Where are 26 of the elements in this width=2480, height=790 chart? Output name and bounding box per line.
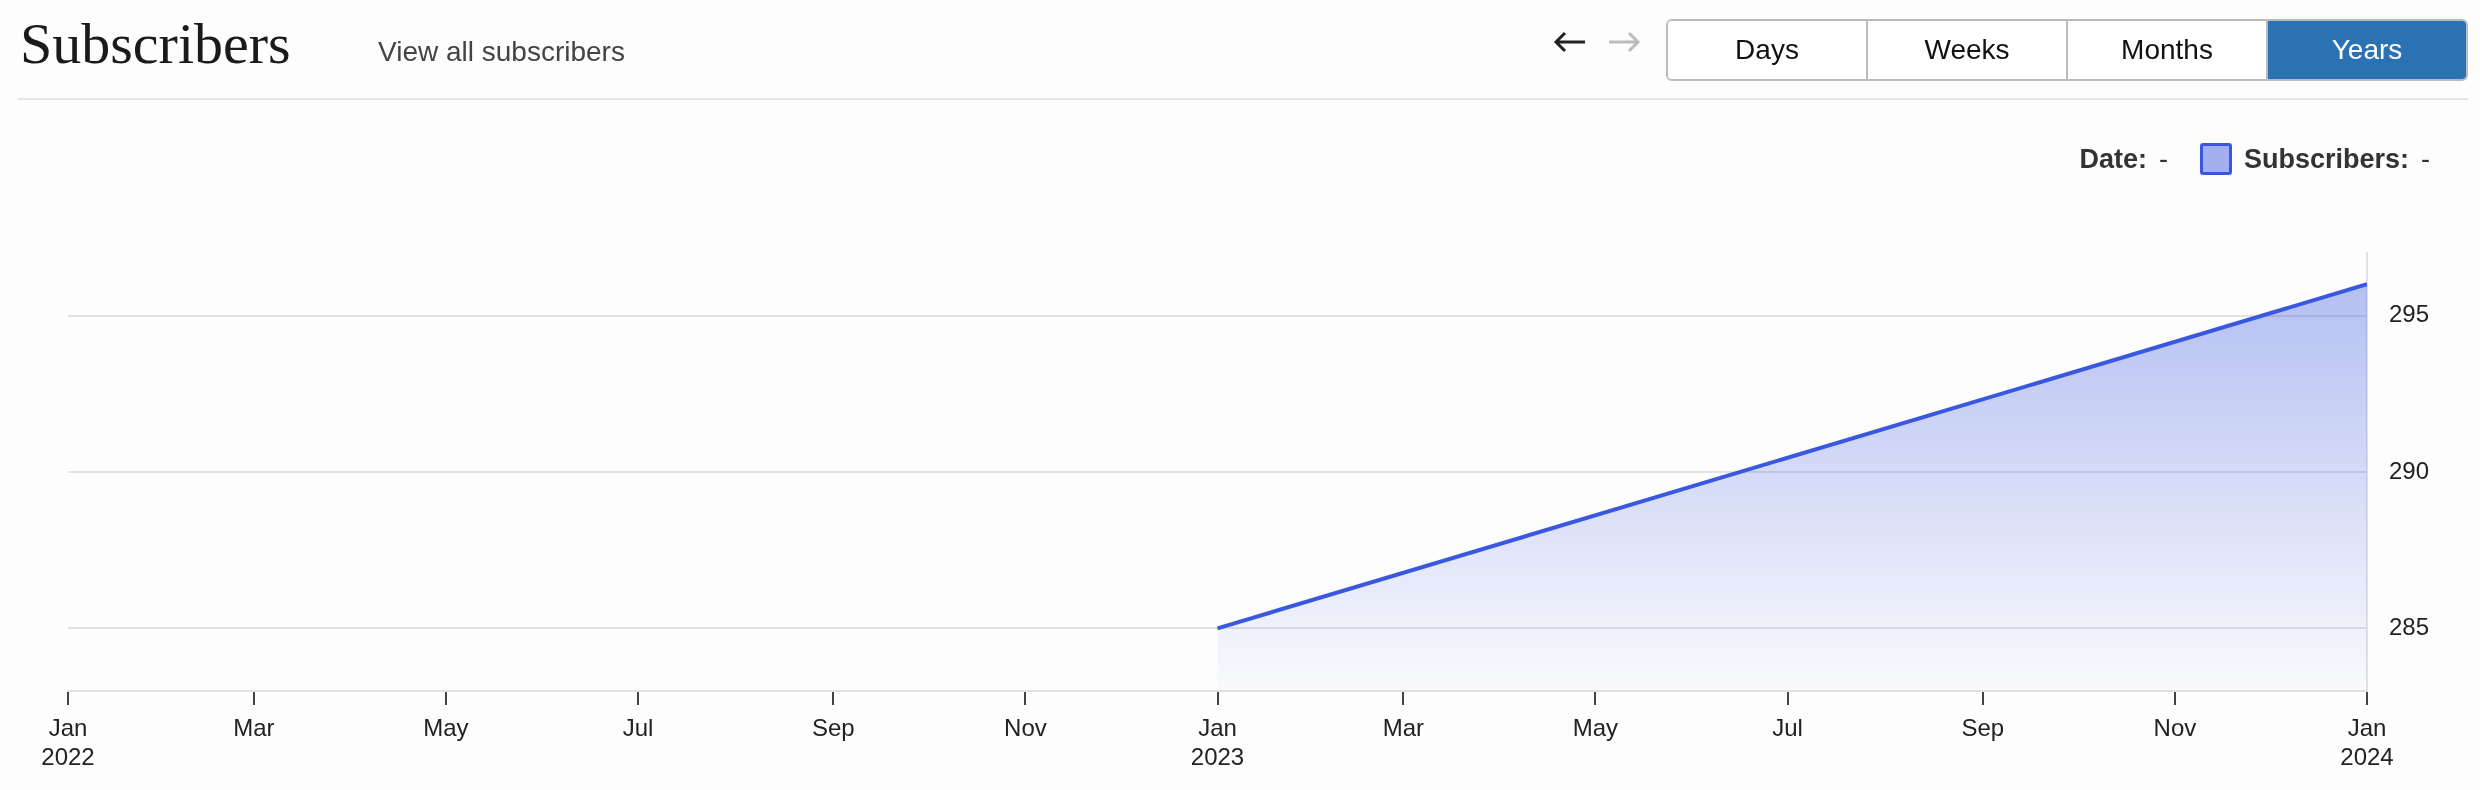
x-tick-label: May — [1572, 714, 1619, 742]
x-tick-label: Nov — [1004, 714, 1047, 742]
text: Date: — [2079, 143, 2147, 175]
x-tick-label: May — [423, 714, 469, 742]
text: - — [2158, 143, 2168, 175]
x-tick-label: Jan 2024 — [2340, 714, 2394, 770]
x-tick-label: Sep — [811, 714, 855, 742]
x-tick-label: Jul — [1772, 714, 1803, 742]
text: Years — [2268, 21, 2466, 79]
chart-title: Subscribers — [20, 10, 291, 77]
legend-label: Subscribers: — [2243, 143, 2409, 175]
x-tick-label: Jan 2023 — [1190, 714, 1245, 770]
y-tick-label: 285 — [2389, 613, 2430, 641]
text: Days — [1668, 21, 1868, 79]
x-tick-label: Nov — [2153, 714, 2197, 742]
y-tick-label: 290 — [2389, 456, 2430, 484]
x-tick-label: Jan 2022 — [41, 714, 95, 770]
x-tick-label: Mar — [1382, 714, 1424, 742]
chart-subtitle: View all subscribers — [378, 36, 625, 68]
text: Weeks — [1868, 21, 2068, 79]
x-tick-label: Sep — [1961, 714, 2005, 742]
y-tick-label: 295 — [2389, 300, 2430, 328]
text: - — [2421, 143, 2430, 175]
text: Months — [2068, 21, 2268, 79]
x-tick-label: Mar — [233, 714, 275, 742]
x-tick-label: Jul — [622, 714, 654, 742]
